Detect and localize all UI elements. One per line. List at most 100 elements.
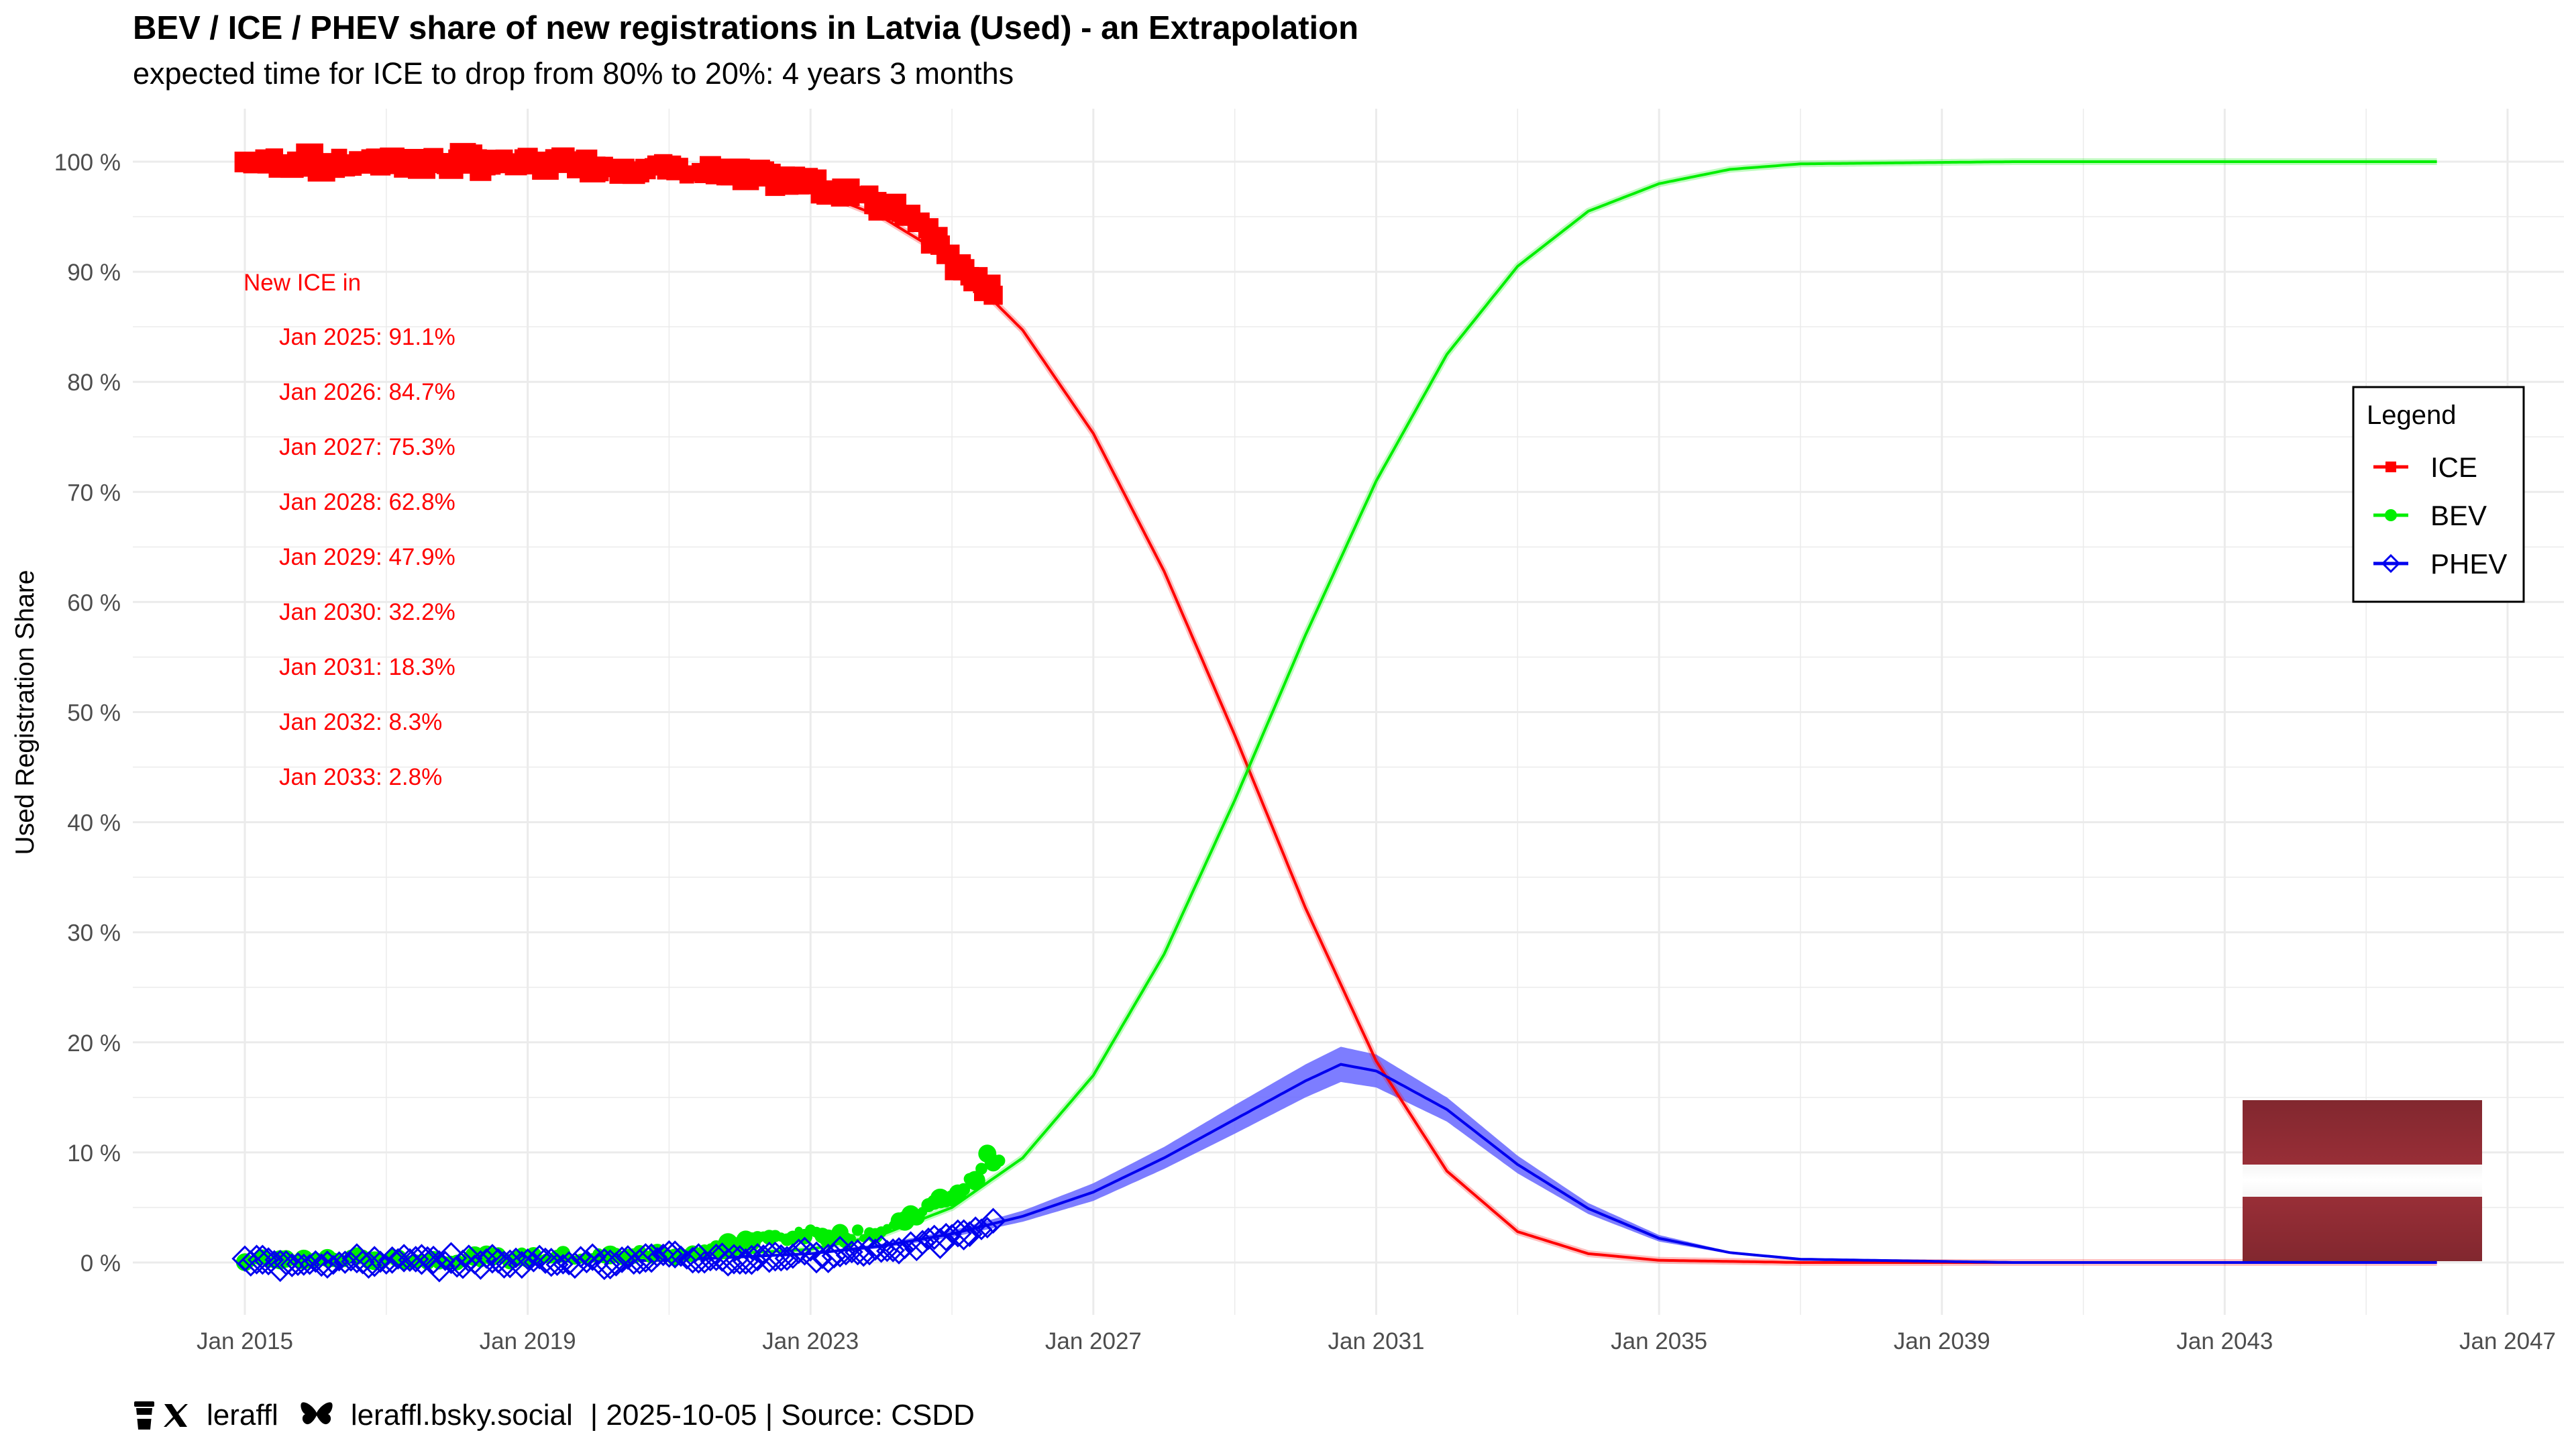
series-line-phev-halo: [245, 1063, 2437, 1264]
phev-point: [855, 1236, 884, 1266]
annotation-line: Jan 2031: 18.3%: [279, 654, 455, 680]
x-tick-label: Jan 2043: [2176, 1328, 2273, 1354]
ice-point: [983, 285, 1003, 305]
y-tick-label: 0 %: [80, 1250, 121, 1277]
annotation-line: Jan 2028: 62.8%: [279, 489, 455, 515]
legend-entry-bev: BEV: [2373, 500, 2487, 531]
legend-diamond-icon: [2381, 553, 2401, 574]
phev-point: [557, 1250, 582, 1276]
phev-point: [608, 1246, 636, 1273]
x-tick-labels: Jan 2015 Jan 2019 Jan 2023 Jan 2027 Jan 2031…: [197, 1328, 2556, 1354]
caption-x-handle: leraffl: [207, 1399, 278, 1432]
phev-point: [976, 1216, 998, 1239]
phev-point: [508, 1250, 536, 1279]
x-tick-label: Jan 2031: [1328, 1328, 1424, 1354]
phev-point: [724, 1245, 755, 1275]
y-tick-label: 60 %: [67, 590, 121, 616]
latvia-flag: [2243, 1100, 2482, 1261]
ice-point: [674, 158, 688, 172]
caption: leraffl leraffl.bsky.social | 2025-10-05…: [133, 1399, 975, 1432]
phev-point: [378, 1246, 407, 1274]
bev-point: [993, 1155, 1006, 1167]
phev-point: [736, 1244, 767, 1275]
phev-point: [553, 1254, 574, 1275]
x-tick-label: Jan 2027: [1045, 1328, 1142, 1354]
legend-entry-ice: ICE: [2373, 451, 2477, 483]
phev-point: [800, 1242, 820, 1262]
y-tick-labels: 0 % 10 % 20 % 30 % 40 % 50 % 60 % 70 % 80 % 90 % 1…: [54, 150, 121, 1277]
x-tick-label: Jan 2023: [762, 1328, 859, 1354]
phev-point: [921, 1224, 947, 1250]
bev-point: [965, 1171, 985, 1191]
flag-shade: [2243, 1100, 2482, 1261]
legend-title: Legend: [2367, 400, 2456, 430]
y-tick-label: 50 %: [67, 700, 121, 727]
bev-point: [851, 1224, 864, 1236]
x-tick-label: Jan 2015: [197, 1328, 293, 1354]
annotation-line: Jan 2027: 75.3%: [279, 434, 455, 460]
series-line-phev: [245, 1063, 2437, 1264]
caption-bsky-handle: leraffl.bsky.social: [350, 1399, 573, 1432]
phev-point: [875, 1240, 898, 1263]
phev-point: [753, 1244, 774, 1265]
legend-square-icon: [2385, 462, 2396, 472]
legend: Legend ICE BEV PHEV: [2352, 386, 2525, 603]
legend-entry-phev: PHEV: [2373, 548, 2507, 580]
phev-point: [835, 1245, 857, 1266]
x-tick-label: Jan 2035: [1611, 1328, 1707, 1354]
y-tick-label: 20 %: [67, 1030, 121, 1057]
bev-point: [975, 1163, 987, 1175]
chart-title: BEV / ICE / PHEV share of new registrati…: [133, 10, 1358, 46]
coffee-cup-icon: [134, 1401, 154, 1430]
phev-point: [732, 1248, 759, 1275]
x-tick-label: Jan 2039: [1894, 1328, 1990, 1354]
phev-point: [466, 1250, 496, 1280]
legend-circle-icon: [2385, 509, 2397, 521]
phev-point: [932, 1222, 961, 1252]
bev-point: [847, 1234, 856, 1242]
annotation-line: Jan 2032: 8.3%: [279, 709, 442, 735]
x-tick-label: Jan 2019: [480, 1328, 576, 1354]
phev-point: [651, 1243, 675, 1267]
y-tick-label: 80 %: [67, 370, 121, 396]
caption-meta: | 2025-10-05 | Source: CSDD: [590, 1399, 975, 1432]
legend-label-bev: BEV: [2430, 500, 2487, 531]
phev-point: [523, 1252, 544, 1273]
phev-point: [423, 1250, 455, 1283]
phev-point: [369, 1250, 392, 1273]
phev-point: [292, 1253, 315, 1276]
phev-point: [677, 1250, 697, 1270]
legend-label-ice: ICE: [2430, 451, 2477, 483]
phev-point: [957, 1221, 983, 1248]
phev-point: [637, 1243, 667, 1273]
phev-point: [532, 1247, 559, 1274]
annotation-line: Jan 2025: 91.1%: [279, 324, 455, 350]
y-tick-label: 100 %: [54, 150, 121, 176]
chart-subtitle: expected time for ICE to drop from 80% t…: [133, 56, 1014, 91]
y-tick-label: 70 %: [67, 480, 121, 506]
x-tick-label: Jan 2047: [2459, 1328, 2556, 1354]
phev-point: [254, 1247, 283, 1276]
phev-band-area: [245, 1046, 2437, 1263]
phev-point: [241, 1244, 272, 1275]
y-tick-label: 40 %: [67, 810, 121, 837]
phev-confidence-band: [245, 1046, 2437, 1263]
bev-point: [957, 1183, 971, 1196]
phev-point: [753, 1241, 786, 1273]
phev-point: [980, 1208, 1006, 1234]
phev-point: [435, 1250, 455, 1271]
phev-point: [895, 1240, 915, 1260]
annotation-line: Jan 2030: 32.2%: [279, 599, 455, 625]
y-tick-label: 90 %: [67, 260, 121, 286]
y-tick-label: 30 %: [67, 920, 121, 947]
phev-point: [517, 1248, 539, 1271]
phev-point: [323, 1254, 343, 1275]
phev-point: [943, 1219, 972, 1248]
phev-point: [604, 1252, 629, 1277]
y-tick-label: 10 %: [67, 1140, 121, 1167]
annotation-line: Jan 2026: 84.7%: [279, 379, 455, 405]
phev-point: [280, 1253, 305, 1277]
phev-point: [406, 1244, 437, 1275]
phev-point: [824, 1236, 856, 1268]
